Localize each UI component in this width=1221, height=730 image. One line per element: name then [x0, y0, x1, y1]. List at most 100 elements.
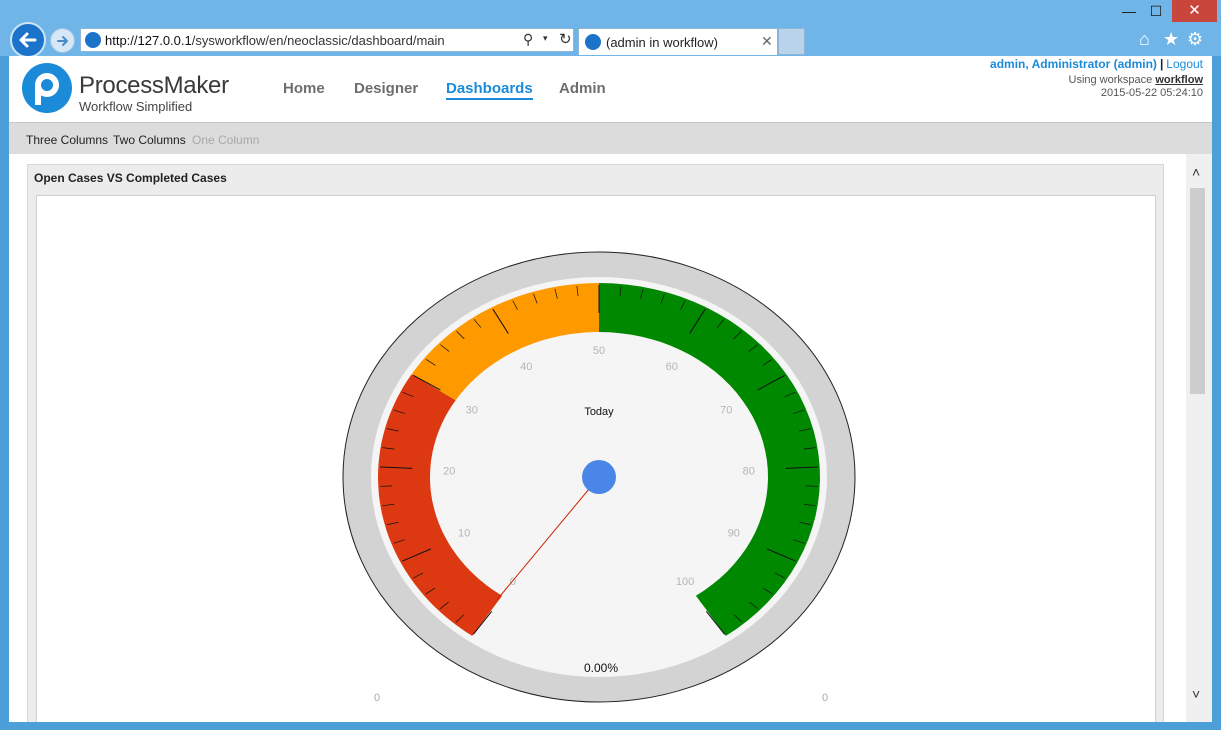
gauge-tick [799, 428, 812, 432]
window-close-button[interactable]: ✕ [1172, 0, 1217, 22]
menu-admin[interactable]: Admin [559, 80, 606, 97]
gauge-tick [413, 374, 441, 391]
gauge-tick [716, 319, 725, 328]
gauge-tick [640, 288, 644, 299]
gauge-tick [456, 330, 465, 340]
gauge-tick-label: 0 [510, 576, 516, 588]
gauge-tick [576, 285, 579, 296]
gauge-tick [455, 614, 464, 623]
gear-icon[interactable]: ⚙ [1187, 29, 1204, 49]
home-icon[interactable]: ⌂ [1139, 29, 1150, 49]
gauge-tick [762, 587, 773, 595]
gauge-value: 0.00% [584, 661, 618, 675]
gauge-tick [803, 447, 816, 450]
forward-button[interactable] [50, 28, 75, 53]
gauge-tick [492, 308, 509, 334]
gauge-label: Today [584, 406, 614, 418]
window-maximize-button[interactable]: ☐ [1149, 3, 1163, 19]
address-url[interactable]: http://127.0.0.1/sysworkflow/en/neoclass… [105, 33, 445, 48]
gauge-tick [473, 319, 482, 328]
gauge-tick [793, 539, 805, 544]
menu-designer[interactable]: Designer [354, 80, 419, 97]
scroll-thumb[interactable] [1190, 188, 1205, 394]
refresh-icon[interactable]: ↻ [559, 31, 572, 48]
gauge-tick [774, 572, 786, 579]
footer-left-value: 0 [374, 692, 380, 704]
browser-tab[interactable]: (admin in workflow) ✕ [578, 28, 778, 55]
gauge-tick [472, 611, 493, 635]
gauge-tick [440, 344, 450, 352]
gauge-tick [766, 548, 797, 562]
dashboard-content: Open Cases VS Completed Cases 0 10 20 30 40 5… [9, 154, 1212, 722]
gauge-tick [784, 391, 796, 397]
gauge-tick [393, 409, 406, 414]
forward-arrow-icon [56, 35, 68, 46]
tab-title: (admin in workflow) [606, 35, 718, 50]
workspace-name: workflow [1155, 74, 1203, 86]
gauge-tick [386, 521, 399, 526]
gauge-tick [380, 466, 413, 469]
tab-favicon-icon [585, 34, 601, 50]
gauge-tick [619, 285, 622, 296]
gauge-band-0 [378, 374, 503, 636]
gauge-needle [496, 476, 600, 601]
gauge-tick [705, 611, 726, 635]
user-separator: | [1159, 57, 1164, 71]
user-info: admin, Administrator (admin) | Logout Usin… [990, 57, 1203, 99]
gauge-tick [680, 300, 686, 310]
gauge-tick-label: 10 [458, 528, 470, 540]
site-favicon-icon [85, 32, 101, 48]
two-columns-link[interactable]: Two Columns [113, 133, 186, 147]
gauge-tick-label: 80 [743, 465, 755, 477]
gauge-band-1 [411, 283, 599, 401]
gauge-tick [382, 447, 395, 450]
three-columns-link[interactable]: Three Columns [26, 133, 109, 147]
address-bar[interactable]: http://127.0.0.1/sysworkflow/en/neoclass… [80, 28, 574, 52]
gauge-tick [554, 288, 558, 299]
vertical-scrollbar[interactable]: ˄ ˅ [1186, 154, 1212, 722]
back-button[interactable] [10, 22, 46, 58]
search-icon[interactable]: ⚲ [523, 31, 534, 47]
gauge-tick-label: 20 [443, 465, 455, 477]
gauge-tick-label: 40 [520, 361, 532, 373]
gauge-tick [792, 409, 805, 414]
dashlet-panel: Open Cases VS Completed Cases 0 10 20 30 40 5… [27, 164, 1164, 722]
gauge-tick [439, 601, 449, 610]
gauge-tick [412, 572, 424, 579]
gauge-tick [533, 293, 538, 304]
processmaker-logo-icon [22, 63, 72, 113]
new-tab-button[interactable] [778, 28, 805, 55]
scroll-up-icon[interactable]: ˄ [1192, 164, 1201, 180]
scroll-down-icon[interactable]: ˅ [1192, 686, 1201, 702]
gauge-tick-label: 100 [676, 576, 694, 588]
current-datetime: 2015-05-22 05:24:10 [1100, 87, 1203, 99]
user-name[interactable]: admin, Administrator (admin) [990, 57, 1157, 71]
gauge-tick [757, 374, 785, 391]
workspace-prefix: Using workspace [1068, 74, 1153, 86]
menu-dashboards[interactable]: Dashboards [446, 80, 533, 100]
gauge-tick-label: 90 [728, 528, 740, 540]
gauge-tick [382, 503, 395, 507]
gauge-tick [748, 344, 758, 352]
gauge-tick [689, 308, 706, 334]
web-page: ProcessMaker Workflow Simplified Home De… [9, 56, 1212, 722]
gauge-tick [393, 539, 405, 544]
gauge-tick [762, 359, 773, 366]
gauge-tick [734, 614, 743, 623]
back-arrow-icon [19, 32, 37, 48]
gauge-tick [733, 330, 742, 340]
gauge-tick [799, 521, 812, 526]
footer-right-value: 0 [822, 692, 828, 704]
menu-home[interactable]: Home [283, 80, 325, 97]
layout-toolbar: Three Columns Two Columns One Column [9, 122, 1212, 154]
window-minimize-button[interactable]: — [1122, 3, 1136, 19]
gauge-band-2 [599, 283, 820, 636]
chevron-down-icon[interactable]: ▾ [543, 33, 548, 43]
star-icon[interactable]: ★ [1163, 29, 1180, 49]
logout-link[interactable]: Logout [1166, 57, 1203, 71]
gauge-tick [401, 548, 432, 562]
gauge-tick-label: 70 [720, 405, 732, 417]
gauge-tick [785, 466, 818, 469]
tab-close-icon[interactable]: ✕ [761, 33, 773, 49]
gauge-tick [402, 391, 414, 397]
